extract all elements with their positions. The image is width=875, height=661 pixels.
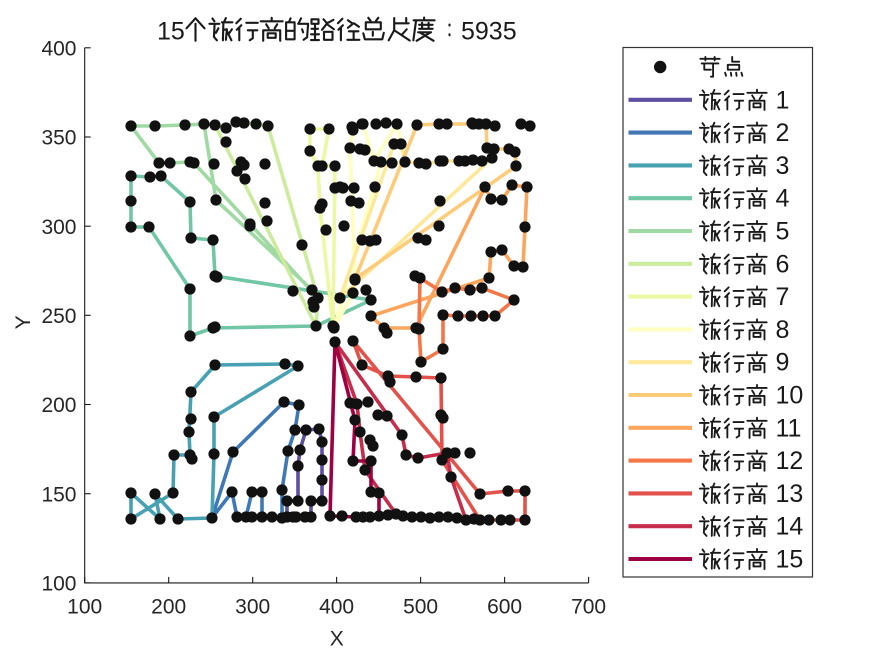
svg-text:15: 15 [776,546,804,574]
svg-text:200: 200 [41,394,76,417]
svg-text:X: X [330,628,344,651]
svg-text:6: 6 [776,250,790,278]
svg-text:12: 12 [776,447,804,475]
svg-text:150: 150 [41,483,76,506]
svg-text:300: 300 [41,216,76,239]
svg-text:100: 100 [41,573,76,596]
svg-text:600: 600 [487,596,522,619]
svg-text:8: 8 [776,316,790,344]
svg-text:7: 7 [776,283,790,311]
svg-text:400: 400 [41,37,76,60]
svg-text:400: 400 [319,596,354,619]
svg-text:5: 5 [776,218,790,246]
svg-text:4: 4 [776,185,790,213]
svg-text:14: 14 [776,513,804,541]
svg-text:1: 1 [776,86,790,114]
svg-text:100: 100 [67,596,102,619]
svg-text:Y: Y [12,315,35,329]
svg-text:15: 15 [157,18,185,46]
svg-text:2: 2 [776,119,790,147]
svg-text:200: 200 [151,596,186,619]
svg-text:3: 3 [776,152,790,180]
svg-text:350: 350 [41,127,76,150]
svg-text:10: 10 [776,382,804,410]
svg-text:11: 11 [776,414,802,442]
svg-text:9: 9 [776,349,790,377]
svg-text:13: 13 [776,480,804,508]
svg-text:700: 700 [571,596,606,619]
svg-text:500: 500 [403,596,438,619]
svg-text:300: 300 [235,596,270,619]
svg-text:250: 250 [41,305,76,328]
svg-text:5935: 5935 [461,18,517,46]
